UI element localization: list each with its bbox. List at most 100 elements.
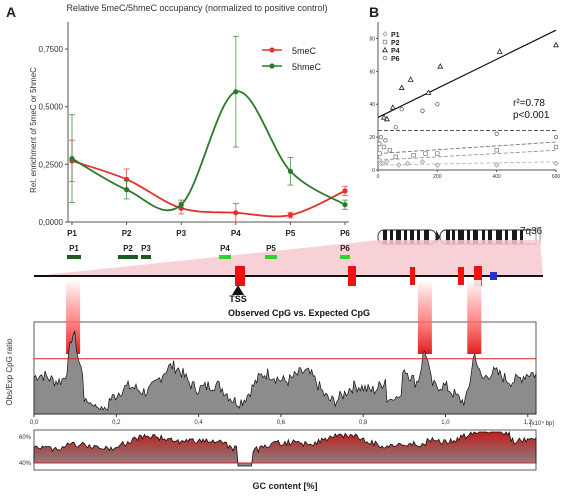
data-point-P6 bbox=[494, 131, 499, 136]
legend-marker-P2 bbox=[382, 39, 388, 45]
legend-marker-P6 bbox=[382, 55, 388, 61]
data-point-P2 bbox=[423, 151, 428, 156]
x-tick-label: 0,4 bbox=[194, 420, 203, 426]
data-point-5hmeC bbox=[342, 202, 348, 208]
data-point-P6 bbox=[377, 141, 382, 146]
probe-bar bbox=[340, 255, 350, 259]
chromosome-band bbox=[520, 230, 523, 244]
data-point-P1 bbox=[419, 159, 426, 165]
data-point-P6 bbox=[399, 107, 404, 112]
exon bbox=[235, 266, 245, 286]
y-tick-label: 0,0000 bbox=[39, 218, 64, 227]
exon bbox=[410, 267, 415, 285]
probe-bar bbox=[67, 255, 81, 259]
legend-label: 5hmeC bbox=[292, 62, 322, 72]
cpg-ratio-chart: 0,0 0,2 0,4 0,6 0,8 1,0 1,2 bbox=[30, 280, 537, 426]
data-point-P6 bbox=[553, 134, 559, 140]
chromosome-band bbox=[396, 230, 401, 244]
x-tick-label: 0 bbox=[377, 174, 380, 180]
x-tick-label: 1,0 bbox=[441, 420, 450, 426]
exon bbox=[458, 267, 464, 285]
legend-label: 5meC bbox=[292, 46, 317, 56]
gc-x-axis-label: GC content [%] bbox=[253, 481, 318, 491]
x-tick-label: P1 bbox=[67, 229, 77, 238]
chromosome-band bbox=[424, 230, 429, 244]
data-point-P2 bbox=[435, 151, 440, 156]
y-tick-label: 0,5000 bbox=[39, 103, 64, 112]
gc-content-area bbox=[33, 431, 537, 467]
cpg-x-unit: [x10⁴ bp] bbox=[530, 420, 554, 427]
y-tick-label: 40% bbox=[19, 461, 32, 467]
y-tick-label: 40 bbox=[369, 102, 375, 108]
tss-label: TSS bbox=[229, 294, 247, 304]
probe-label: P6 bbox=[340, 244, 350, 253]
data-point-5hmeC bbox=[124, 187, 130, 193]
data-point-P6 bbox=[393, 125, 398, 130]
x-tick-label: P5 bbox=[286, 229, 296, 238]
x-tick-label: 600 bbox=[552, 174, 561, 180]
legend-label: P2 bbox=[391, 40, 400, 47]
zoom-wedge bbox=[34, 240, 543, 276]
probe-bar bbox=[141, 255, 151, 259]
probe-label: P4 bbox=[220, 244, 230, 253]
exon bbox=[474, 266, 482, 286]
peak-highlight bbox=[467, 280, 482, 354]
legend-marker bbox=[269, 63, 275, 69]
data-point-5hmeC bbox=[69, 155, 75, 162]
data-point-P1 bbox=[396, 162, 402, 168]
data-point-5hmeC bbox=[178, 202, 184, 208]
x-tick-label: 400 bbox=[492, 174, 501, 180]
probe-label: P2 bbox=[123, 244, 133, 253]
data-point-P1 bbox=[376, 157, 383, 163]
legend: 5meC 5hmeC bbox=[262, 46, 322, 72]
y-tick-label: 80 bbox=[369, 36, 375, 42]
probe-bar bbox=[265, 255, 277, 259]
chromosome-band bbox=[473, 230, 478, 244]
data-point-P6 bbox=[378, 134, 384, 140]
y-tick-label: 60 bbox=[369, 69, 375, 75]
data-point-P4 bbox=[437, 63, 444, 69]
y-tick-label: 0 bbox=[372, 168, 375, 174]
legend-label: P6 bbox=[391, 56, 400, 63]
chromosome-band bbox=[458, 230, 464, 244]
data-point-P1 bbox=[379, 160, 386, 167]
chromosome-band bbox=[404, 230, 407, 244]
data-point-P4 bbox=[389, 104, 396, 110]
cpg-subtitle: Observed CpG vs. Expected CpG bbox=[228, 308, 370, 318]
tss-arrow bbox=[232, 285, 244, 295]
series-line-5meC bbox=[71, 160, 346, 218]
data-point-P1 bbox=[553, 160, 559, 167]
chromosome-band bbox=[446, 230, 450, 244]
panel-a-label: A bbox=[6, 4, 16, 20]
data-point-P4 bbox=[407, 76, 414, 82]
legend-marker bbox=[269, 47, 275, 53]
chromosome-band bbox=[512, 230, 517, 244]
chromosome-band bbox=[467, 230, 470, 244]
gene-map: P1 P2 P3 P4 P5 P6 bbox=[34, 240, 543, 295]
chromosome-band-label: 7q36 bbox=[520, 226, 543, 237]
data-point-P2 bbox=[553, 144, 559, 150]
peak-highlight bbox=[417, 280, 432, 354]
chromosome-band bbox=[417, 230, 420, 244]
x-tick-label: 0,6 bbox=[277, 420, 286, 426]
data-point-P2 bbox=[393, 154, 398, 159]
chart-title: Relative 5meC/5hmeC occupancy (normalize… bbox=[66, 3, 327, 13]
chromosome-band bbox=[390, 230, 393, 244]
legend-marker-P1 bbox=[382, 31, 388, 37]
chromosome-band bbox=[505, 230, 508, 244]
y-tick-label: 60% bbox=[19, 435, 32, 441]
line-chart: Relative 5meC/5hmeC occupancy (normalize… bbox=[29, 3, 350, 238]
cpg-ratio-area bbox=[33, 330, 537, 415]
data-point-P6 bbox=[435, 102, 440, 107]
chromosome-band bbox=[482, 230, 485, 244]
exon-blue bbox=[490, 272, 497, 280]
y-tick-label: 0,7500 bbox=[39, 45, 64, 54]
x-tick-label: P2 bbox=[122, 229, 132, 238]
x-tick-label: 0,2 bbox=[112, 420, 121, 426]
data-point-5meC bbox=[342, 188, 348, 194]
data-point-P1 bbox=[434, 162, 441, 168]
y-tick-label: 0,2500 bbox=[39, 160, 64, 169]
